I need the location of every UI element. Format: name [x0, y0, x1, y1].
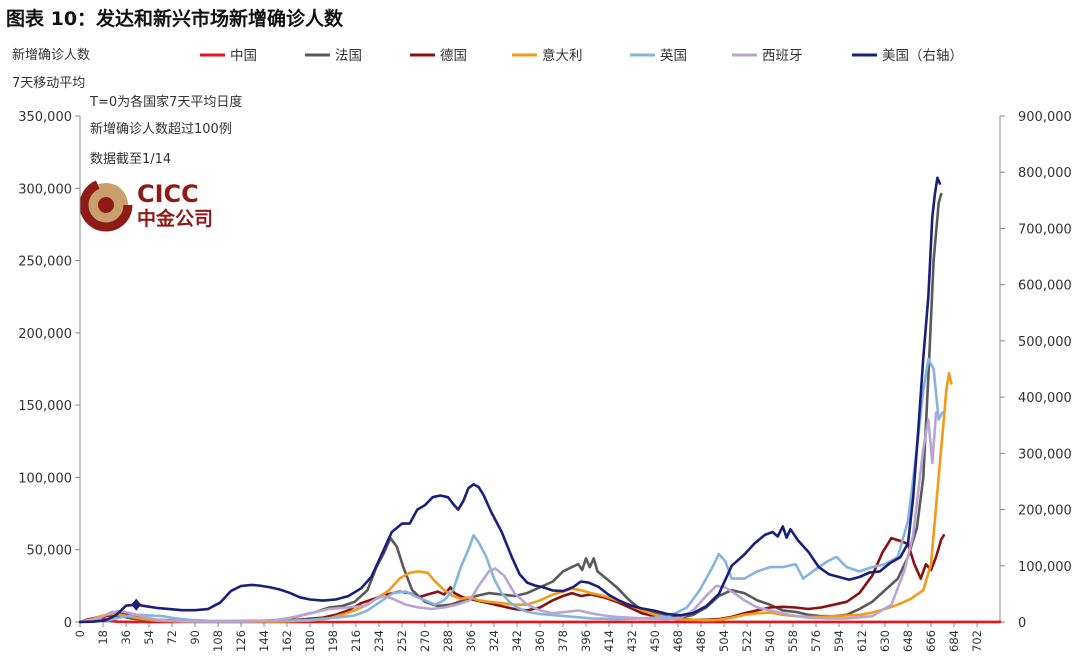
- right-y-tick-label: 100,000: [1018, 560, 1072, 575]
- right-y-tick-label: 400,000: [1018, 391, 1072, 406]
- logo-core: [98, 197, 114, 213]
- x-tick-label: 666: [924, 630, 938, 652]
- right-y-tick-label: 0: [1018, 616, 1026, 631]
- logo-ring-arc: [79, 178, 133, 232]
- x-tick-label: 288: [441, 630, 455, 652]
- axes-group: 0 50,000 100,000 150,000 200,000 250,000 300,0…: [18, 110, 1072, 652]
- annotation-t0: T=0为各国家7天平均日度: [90, 95, 243, 110]
- x-tick-label: 90: [188, 630, 202, 645]
- x-tick-label: 72: [165, 630, 179, 645]
- series-marker: [131, 598, 142, 611]
- x-tick-label: 270: [418, 630, 432, 652]
- legend-label: 德国: [440, 48, 467, 64]
- x-tick-label: 144: [257, 630, 271, 652]
- left-y-tick-label: 200,000: [18, 327, 72, 342]
- x-tick-label: 252: [395, 630, 409, 652]
- x-tick-label: 198: [326, 630, 340, 652]
- right-y-tick-label: 800,000: [1018, 166, 1072, 181]
- x-tick-label: 108: [211, 630, 225, 652]
- x-tick-label: 234: [372, 630, 386, 652]
- x-tick-label: 522: [740, 630, 754, 652]
- legend-label: 美国（右轴）: [882, 48, 963, 64]
- x-tick-label: 612: [855, 630, 869, 652]
- left-axis-title-2: 7天移动平均: [12, 76, 86, 91]
- x-tick-label: 648: [901, 630, 915, 652]
- left-y-tick-label: 0: [64, 616, 72, 631]
- series-line: [78, 176, 942, 624]
- x-tick-label: 324: [487, 630, 501, 652]
- x-tick-label: 630: [878, 630, 892, 652]
- x-tick-label: 450: [648, 630, 662, 652]
- x-tick-label: 216: [349, 630, 363, 652]
- x-tick-label: 702: [970, 630, 984, 652]
- cicc-logo: CICC 中金公司: [79, 178, 213, 232]
- left-axis-title-1: 新增确诊人数: [12, 48, 91, 63]
- x-tick-label: 468: [671, 630, 685, 652]
- legend-label: 英国: [660, 47, 687, 64]
- x-tick-label: 0: [73, 630, 87, 637]
- x-tick-label: 180: [303, 630, 317, 652]
- left-y-tick-label: 100,000: [18, 471, 72, 486]
- annotation-date: 数据截至1/14: [90, 152, 172, 167]
- right-y-tick-label: 300,000: [1018, 447, 1072, 462]
- right-y-tick-label: 200,000: [1018, 504, 1072, 519]
- left-y-tick-label: 350,000: [18, 110, 72, 125]
- x-tick-label: 414: [602, 630, 616, 652]
- right-y-tick-label: 600,000: [1018, 279, 1072, 294]
- x-tick-label: 54: [142, 630, 156, 645]
- right-y-tick-label: 900,000: [1018, 110, 1072, 125]
- x-tick-label: 432: [625, 630, 639, 652]
- logo-text-en: CICC: [137, 180, 199, 208]
- series-group: [78, 176, 1002, 624]
- annotation-threshold: 新增确诊人数超过100例: [90, 122, 232, 137]
- left-y-tick-label: 250,000: [18, 255, 72, 270]
- left-y-tick-label: 300,000: [18, 182, 72, 197]
- x-tick-label: 684: [947, 630, 961, 652]
- x-tick-label: 378: [556, 630, 570, 652]
- x-tick-label: 162: [280, 630, 294, 652]
- logo-text-cn: 中金公司: [137, 207, 213, 230]
- series-line: [78, 372, 953, 624]
- legend-label: 西班牙: [762, 48, 803, 64]
- legend-label: 中国: [230, 48, 257, 64]
- x-tick-label: 486: [694, 630, 708, 652]
- x-tick-label: 594: [832, 630, 846, 652]
- left-y-tick-label: 150,000: [18, 399, 72, 414]
- legend-label: 意大利: [542, 47, 583, 64]
- x-tick-label: 558: [786, 630, 800, 652]
- figure-title: 图表 10：发达和新兴市场新增确诊人数: [6, 8, 344, 30]
- legend: 中国 法国 德国 意大利 英国 西班牙 美国（右轴）: [200, 47, 963, 64]
- series-line: [78, 357, 944, 624]
- left-y-tick-label: 50,000: [27, 544, 73, 559]
- right-y-tick-label: 500,000: [1018, 335, 1072, 350]
- series-line: [78, 411, 938, 624]
- x-tick-label: 504: [717, 630, 731, 652]
- x-tick-label: 342: [510, 630, 524, 652]
- x-tick-label: 396: [579, 630, 593, 652]
- x-tick-label: 306: [464, 630, 478, 652]
- x-tick-label: 540: [763, 630, 777, 652]
- x-tick-label: 126: [234, 630, 248, 652]
- x-tick-label: 360: [533, 630, 547, 652]
- x-tick-label: 36: [119, 630, 133, 645]
- x-tick-label: 18: [96, 630, 110, 645]
- x-tick-label: 576: [809, 630, 823, 652]
- legend-label: 法国: [335, 48, 362, 64]
- right-y-tick-label: 700,000: [1018, 222, 1072, 237]
